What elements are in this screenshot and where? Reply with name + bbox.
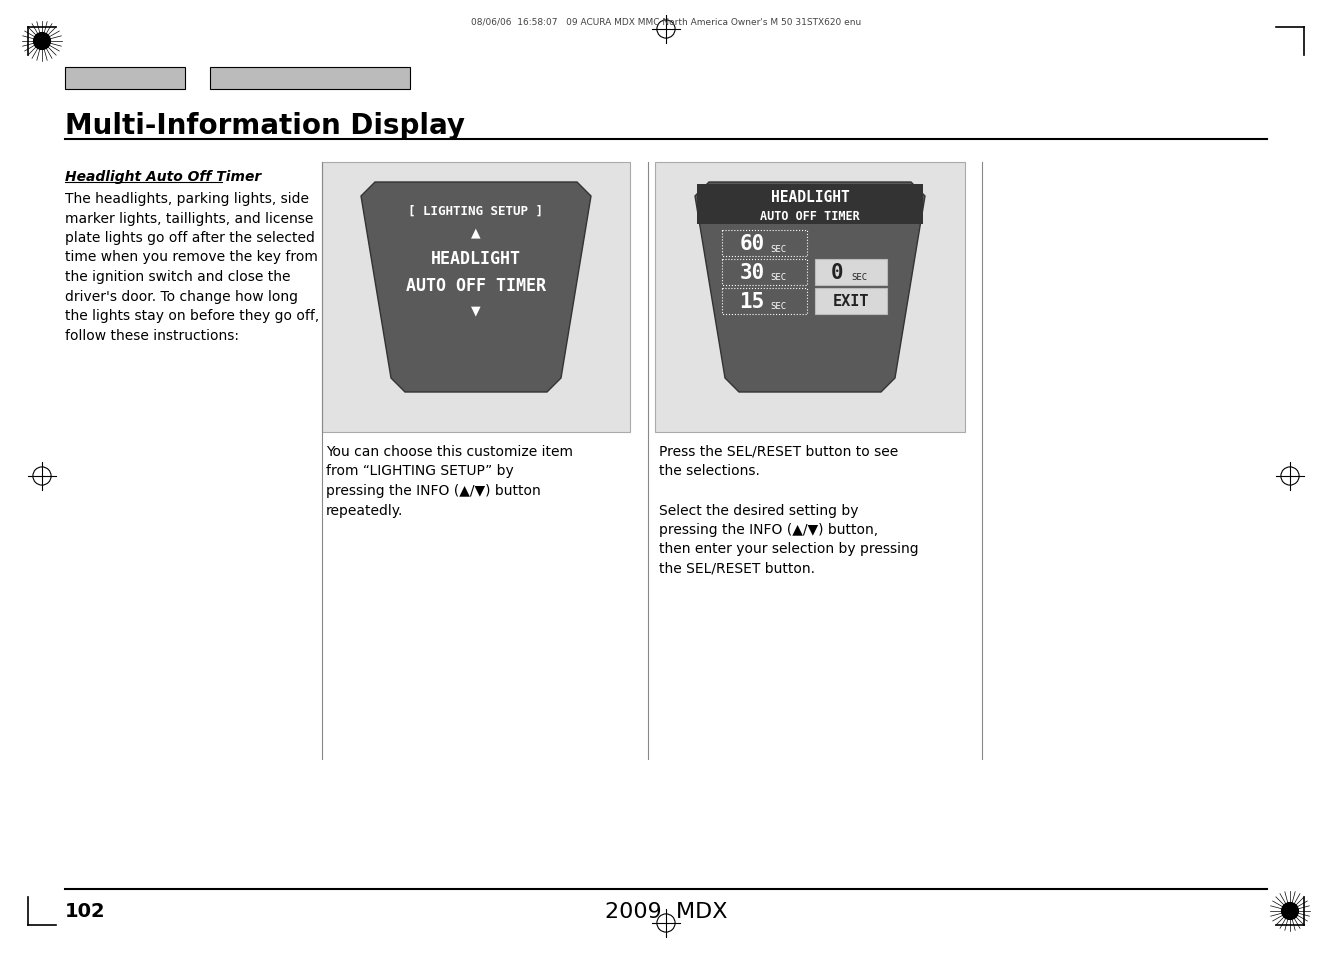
FancyBboxPatch shape: [697, 185, 923, 225]
Text: 08/06/06  16:58:07   09 ACURA MDX MMC North America Owner's M 50 31STX620 enu: 08/06/06 16:58:07 09 ACURA MDX MMC North…: [472, 17, 860, 27]
Text: The headlights, parking lights, side
marker lights, taillights, and license
plat: The headlights, parking lights, side mar…: [65, 192, 320, 342]
Text: 2009  MDX: 2009 MDX: [605, 901, 727, 921]
Text: Headlight Auto Off Timer: Headlight Auto Off Timer: [65, 170, 261, 184]
Text: 30: 30: [739, 263, 765, 283]
Text: SEC: SEC: [770, 244, 786, 253]
Text: HEADLIGHT: HEADLIGHT: [432, 250, 521, 268]
Text: SEC: SEC: [770, 274, 786, 282]
Text: EXIT: EXIT: [832, 294, 870, 309]
Text: SEC: SEC: [851, 274, 867, 282]
FancyBboxPatch shape: [65, 68, 185, 90]
Text: ▼: ▼: [472, 304, 481, 317]
Circle shape: [33, 33, 51, 51]
FancyBboxPatch shape: [210, 68, 410, 90]
FancyBboxPatch shape: [815, 260, 887, 286]
Text: 102: 102: [65, 902, 105, 921]
FancyBboxPatch shape: [322, 163, 630, 433]
Text: You can choose this customize item
from “LIGHTING SETUP” by
pressing the INFO (▲: You can choose this customize item from …: [326, 444, 573, 517]
Text: Multi-Information Display: Multi-Information Display: [65, 112, 465, 140]
Text: HEADLIGHT: HEADLIGHT: [771, 191, 850, 205]
FancyBboxPatch shape: [655, 163, 964, 433]
Polygon shape: [695, 183, 924, 393]
Circle shape: [1281, 902, 1299, 920]
Text: 15: 15: [739, 292, 765, 312]
Text: SEC: SEC: [770, 302, 786, 312]
FancyBboxPatch shape: [815, 289, 887, 314]
Text: AUTO OFF TIMER: AUTO OFF TIMER: [761, 210, 860, 222]
Text: AUTO OFF TIMER: AUTO OFF TIMER: [406, 276, 546, 294]
Text: 0: 0: [831, 263, 843, 283]
Polygon shape: [361, 183, 591, 393]
Text: [ LIGHTING SETUP ]: [ LIGHTING SETUP ]: [409, 204, 543, 217]
Text: Press the SEL/RESET button to see
the selections.

Select the desired setting by: Press the SEL/RESET button to see the se…: [659, 444, 919, 576]
Text: 60: 60: [739, 233, 765, 253]
Text: ▲: ▲: [472, 226, 481, 239]
